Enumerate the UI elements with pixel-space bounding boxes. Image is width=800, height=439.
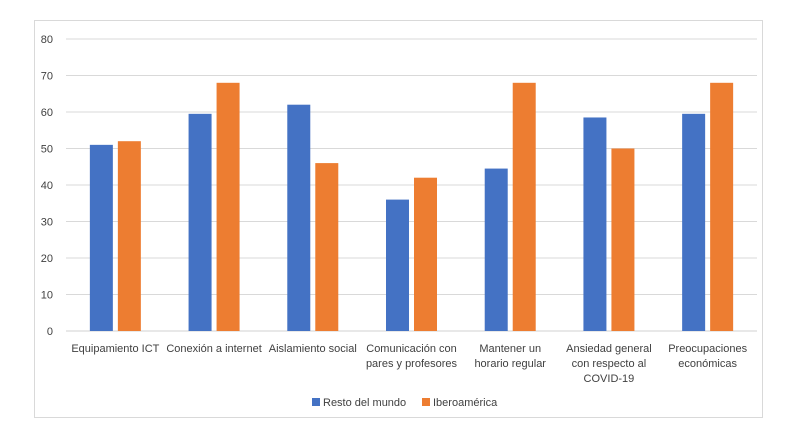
bar-series-2 xyxy=(512,82,536,331)
bar-series-2 xyxy=(710,82,734,331)
bar-series-1 xyxy=(89,144,113,331)
legend-swatch xyxy=(312,398,320,406)
y-tick-label: 10 xyxy=(41,290,53,302)
bar-series-2 xyxy=(117,141,141,331)
y-tick-label: 50 xyxy=(41,144,53,156)
y-axis-ticks: 0 10 20 30 40 50 60 70 80 xyxy=(41,34,53,338)
x-tick-label: Equipamiento ICT xyxy=(71,343,159,355)
x-tick-label: Conexión a internet xyxy=(166,343,261,355)
legend-swatch xyxy=(422,398,430,406)
gridlines xyxy=(66,38,757,332)
x-tick-label: COVID-19 xyxy=(584,373,635,385)
x-tick-label: horario regular xyxy=(474,358,546,370)
bar-series-1 xyxy=(682,113,706,331)
y-tick-label: 80 xyxy=(41,34,53,46)
x-tick-label: Mantener un xyxy=(479,343,541,355)
legend-label: Resto del mundo xyxy=(323,397,406,409)
y-tick-label: 20 xyxy=(41,253,53,265)
bars xyxy=(89,82,734,331)
y-tick-label: 0 xyxy=(47,326,53,338)
x-tick-label: pares y profesores xyxy=(366,358,458,370)
x-tick-label: económicas xyxy=(678,358,737,370)
bar-series-2 xyxy=(216,82,240,331)
bar-series-1 xyxy=(386,199,409,331)
x-tick-label: Aislamiento social xyxy=(269,343,357,355)
bar-series-1 xyxy=(287,104,311,331)
y-tick-label: 70 xyxy=(41,71,53,83)
x-tick-label: Ansiedad general xyxy=(566,343,652,355)
x-tick-label: Preocupaciones xyxy=(668,343,747,355)
bar-series-1 xyxy=(583,117,607,331)
y-tick-label: 30 xyxy=(41,217,53,229)
bar-series-1 xyxy=(484,168,508,331)
x-axis-ticks: Equipamiento ICT Conexión a internet Aisla… xyxy=(71,343,747,385)
bar-series-2 xyxy=(414,177,437,331)
y-tick-label: 60 xyxy=(41,107,53,119)
x-tick-label: con respecto al xyxy=(572,358,647,370)
bar-series-2 xyxy=(611,148,635,331)
bar-series-2 xyxy=(315,163,339,331)
legend-label: Iberoamérica xyxy=(433,397,498,409)
legend: Resto del mundo Iberoamérica xyxy=(312,397,498,409)
x-tick-label: Comunicación con xyxy=(366,343,457,355)
y-tick-label: 40 xyxy=(41,180,53,192)
bar-series-1 xyxy=(188,113,212,331)
